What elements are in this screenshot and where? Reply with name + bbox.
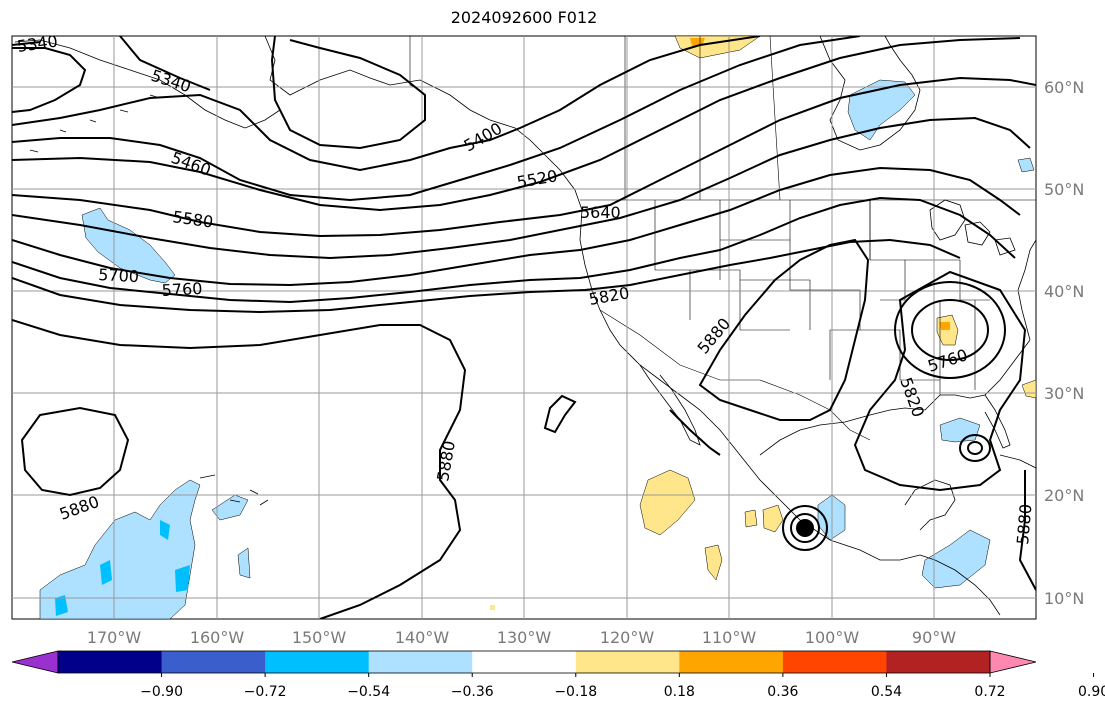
colorbar-tick-label: 0.36 (767, 684, 798, 700)
colorbar: −0.90 −0.72 −0.54 −0.36 −0.18 0.18 0.36 0.54 0.7… (11, 650, 1105, 700)
colorbar-segment (368, 651, 473, 673)
lon-label: 160°W (190, 628, 245, 647)
contour-label: 5340 (16, 31, 59, 55)
contour-label: 5760 (161, 279, 203, 300)
colorbar-segment (265, 651, 370, 673)
lon-label: 100°W (805, 628, 860, 647)
colorbar-segment (575, 651, 680, 673)
colorbar-extend-left (11, 650, 59, 674)
height-contours (12, 36, 1036, 619)
colorbar-segment (782, 651, 887, 673)
shaded-anomaly-regions (39, 36, 1036, 619)
colorbar-tick-label: 0.54 (871, 684, 902, 700)
lat-label: 60°N (1044, 78, 1084, 97)
colorbar-tick-label: −0.72 (244, 684, 287, 700)
contour-label: 5700 (98, 265, 140, 286)
lat-label: 10°N (1044, 589, 1084, 608)
colorbar-segment (161, 651, 266, 673)
colorbar-segment (472, 651, 577, 673)
lon-label: 130°W (497, 628, 552, 647)
colorbar-tick-label: 0.72 (974, 684, 1005, 700)
colorbar-tick-label: −0.54 (347, 684, 390, 700)
lon-label: 140°W (395, 628, 450, 647)
colorbar-tick-label: −0.90 (140, 684, 183, 700)
colorbar-segment (58, 651, 163, 673)
lat-label: 40°N (1044, 282, 1084, 301)
graticule (12, 36, 1036, 619)
colorbar-tick-label: 0.90 (1078, 684, 1105, 700)
contour-label: 5880 (1013, 503, 1035, 545)
lat-label: 50°N (1044, 180, 1084, 199)
colorbar-outline (57, 650, 991, 674)
lon-label: 170°W (87, 628, 142, 647)
longitude-axis: 170°W 160°W 150°W 140°W 130°W 120°W 110°… (87, 628, 956, 647)
lon-label: 150°W (292, 628, 347, 647)
colorbar-tick-label: −0.36 (451, 684, 494, 700)
colorbar-extend-right (989, 650, 1037, 674)
coastlines (14, 36, 1036, 616)
latitude-axis: 60°N 50°N 40°N 30°N 20°N 10°N (1044, 78, 1084, 608)
lon-label: 120°W (600, 628, 655, 647)
contour-label: 5640 (580, 203, 621, 222)
lon-label: 110°W (702, 628, 757, 647)
colorbar-tick-label: −0.18 (554, 684, 597, 700)
map-title: 2024092600 F012 (450, 8, 598, 27)
lat-label: 20°N (1044, 486, 1084, 505)
lon-label: 90°W (912, 628, 956, 647)
colorbar-tick-label: 0.18 (664, 684, 695, 700)
colorbar-segment (679, 651, 784, 673)
storm-center-marker (796, 519, 814, 537)
lat-label: 30°N (1044, 384, 1084, 403)
colorbar-segment (886, 651, 991, 673)
